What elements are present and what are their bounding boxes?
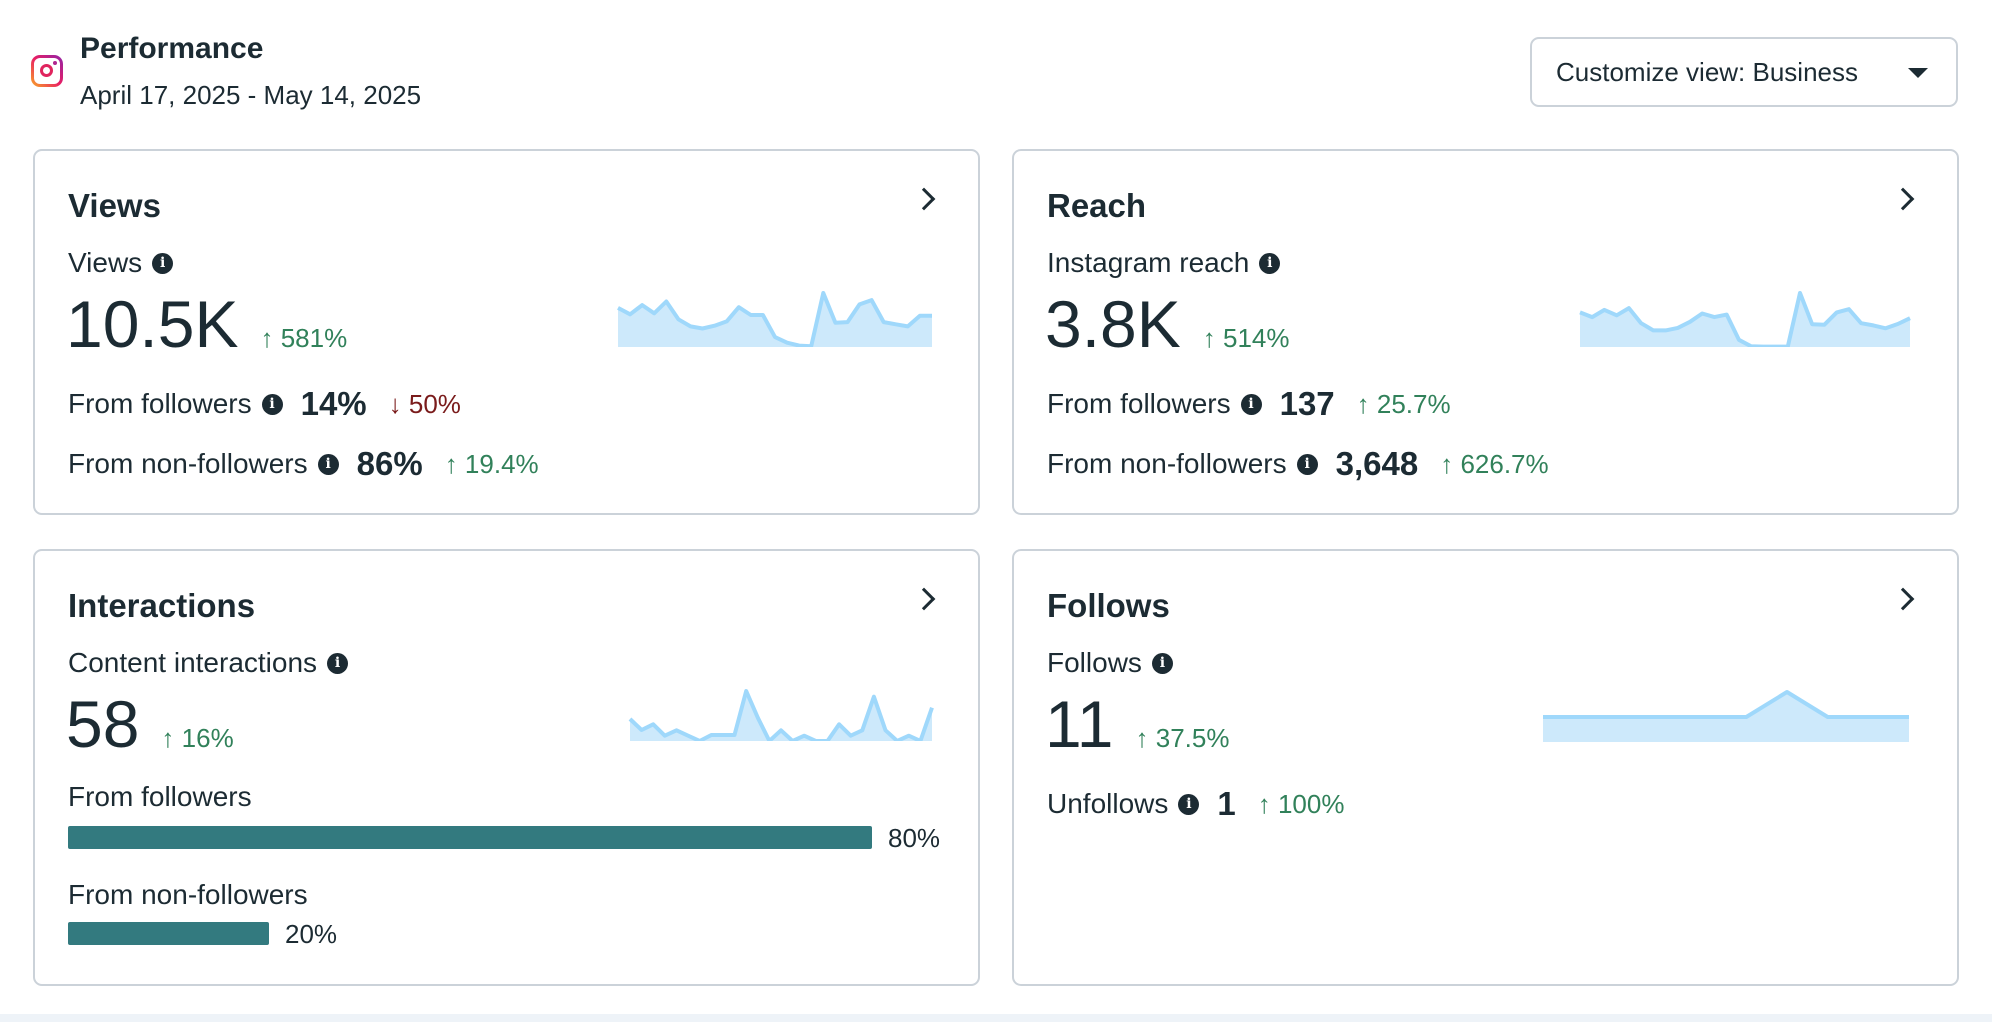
info-icon[interactable]: i [1259, 252, 1281, 274]
from-followers-row: From followers i 137 ↑ 25.7% [1047, 385, 1451, 423]
follows-sparkline-line [1543, 690, 1909, 719]
value-text: 58 [66, 687, 140, 761]
row-value: 1 [1217, 785, 1236, 822]
follows-card: Follows Follows i 11 ↑ 37.5% Unfollows i 1 ↑ … [1012, 549, 1959, 986]
reach-card: Reach Instagram reach i 3.8K ↑ 514% From f… [1012, 149, 1959, 515]
row-value: 14% [300, 385, 367, 422]
row-label: From followers [68, 388, 252, 419]
from-non-followers-bar [68, 922, 269, 945]
row-label: From non-followers [68, 448, 308, 479]
change-indicator: ↑ 25.7% [1356, 388, 1451, 419]
metric-value: 11 ↑ 37.5% [1045, 686, 1229, 762]
reach-sparkline [1579, 291, 1911, 347]
change-indicator: ↑ 581% [260, 323, 348, 353]
metric-label-text: Follows [1047, 647, 1142, 678]
metric-value: 3.8K ↑ 514% [1045, 286, 1290, 362]
customize-view-label: Customize view: Business [1556, 56, 1858, 87]
card-title: Interactions [68, 587, 256, 624]
metric-label-text: Views [68, 247, 143, 278]
chevron-right-icon[interactable] [1891, 587, 1915, 611]
chevron-right-icon[interactable] [1891, 187, 1915, 211]
bar-percent: 80% [888, 823, 941, 853]
row-label: From non-followers [1047, 448, 1287, 479]
bar-label: From followers [68, 781, 252, 812]
row-value: 86% [356, 445, 423, 482]
change-indicator: ↑ 514% [1202, 323, 1290, 353]
row-label: From followers [1047, 388, 1231, 419]
metric-label: Follows i [1047, 647, 1173, 679]
reach-sparkline-area [1580, 293, 1910, 347]
info-icon[interactable]: i [1240, 393, 1262, 415]
interactions-card: Interactions Content interactions i 58 ↑ 1… [33, 549, 980, 986]
info-icon[interactable]: i [1296, 453, 1318, 475]
info-icon[interactable]: i [327, 652, 349, 674]
info-icon[interactable]: i [261, 393, 283, 415]
metric-label: Views i [68, 247, 174, 279]
from-non-followers-row: From non-followers i 86% ↑ 19.4% [68, 445, 539, 483]
change-indicator: ↑ 19.4% [444, 448, 539, 479]
metric-label: Instagram reach i [1047, 247, 1281, 279]
card-title: Views [68, 187, 161, 224]
metric-label-text: Content interactions [68, 647, 318, 678]
from-followers-row: From followers i 14% ↓ 50% [68, 385, 461, 423]
info-icon[interactable]: i [1178, 793, 1200, 815]
change-indicator: ↑ 626.7% [1440, 448, 1549, 479]
reach-sparkline-line [1579, 291, 1911, 347]
row-value: 3,648 [1335, 445, 1419, 482]
bar-percent: 20% [285, 919, 338, 949]
metric-label-text: Instagram reach [1047, 247, 1250, 278]
info-icon[interactable]: i [152, 252, 174, 274]
metric-value: 58 ↑ 16% [66, 686, 234, 762]
page-title: Performance [80, 32, 264, 65]
caret-down-icon [1908, 68, 1928, 78]
views-sparkline [617, 291, 932, 347]
card-title: Reach [1047, 187, 1147, 224]
change-indicator: ↑ 37.5% [1135, 723, 1230, 753]
value-text: 3.8K [1045, 287, 1181, 361]
row-label: Unfollows [1047, 788, 1169, 819]
instagram-icon [31, 55, 63, 87]
info-icon[interactable]: i [1151, 652, 1173, 674]
interactions-sparkline [628, 689, 934, 741]
change-indicator: ↑ 100% [1257, 788, 1345, 819]
bottom-divider [0, 1014, 1992, 1022]
metric-value: 10.5K ↑ 581% [66, 286, 347, 362]
views-sparkline-area [618, 293, 932, 347]
change-indicator: ↓ 50% [388, 388, 461, 419]
info-icon[interactable]: i [317, 453, 339, 475]
chevron-right-icon[interactable] [912, 187, 936, 211]
unfollows-row: Unfollows i 1 ↑ 100% [1047, 785, 1344, 823]
customize-view-dropdown[interactable]: Customize view: Business [1530, 37, 1958, 107]
row-value: 137 [1279, 385, 1335, 422]
views-card: Views Views i 10.5K ↑ 581% From followers i… [33, 149, 980, 515]
from-followers-bar [68, 826, 872, 849]
from-non-followers-row: From non-followers i 3,648 ↑ 626.7% [1047, 445, 1549, 483]
metric-label: Content interactions i [68, 647, 349, 679]
date-range: April 17, 2025 - May 14, 2025 [80, 80, 422, 110]
value-text: 10.5K [66, 287, 239, 361]
value-text: 11 [1045, 687, 1114, 761]
views-sparkline-line [617, 291, 932, 347]
follows-sparkline [1543, 690, 1909, 742]
card-title: Follows [1047, 587, 1170, 624]
chevron-right-icon[interactable] [912, 587, 936, 611]
interactions-sparkline-line [628, 689, 934, 741]
bar-label: From non-followers [68, 879, 308, 910]
change-indicator: ↑ 16% [161, 723, 234, 753]
